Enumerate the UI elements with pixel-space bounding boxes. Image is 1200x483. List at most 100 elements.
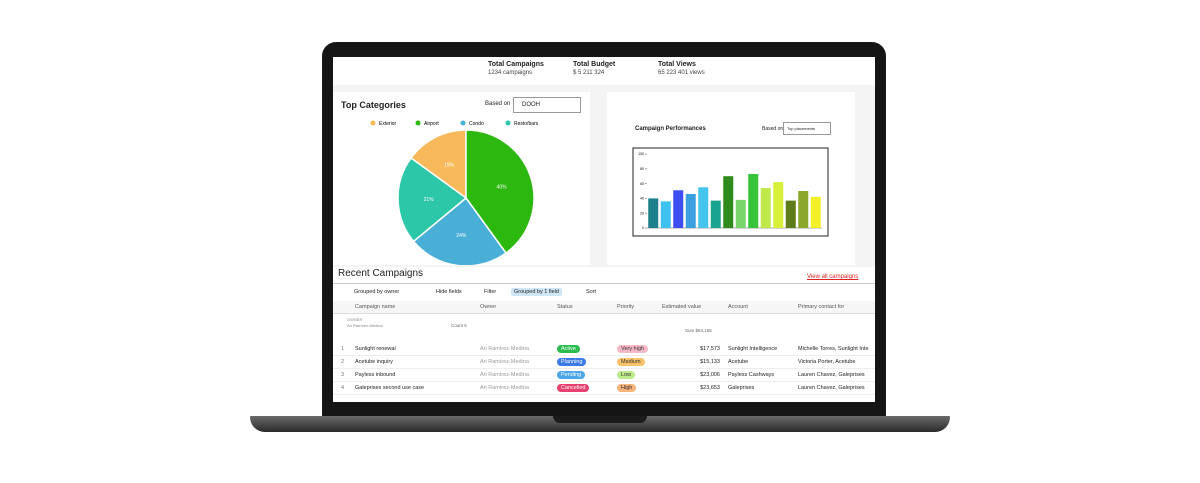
table-cell: Galeprises [728, 385, 755, 391]
legend-label: Resto/bars [514, 121, 539, 127]
bar-chart: 0 20 40 60 80 100 [632, 147, 829, 237]
column-header[interactable]: Campaign name [355, 304, 396, 310]
legend-label: Exterior [379, 121, 397, 127]
table-cell: Acetube [728, 359, 749, 365]
stat-label: Total Campaigns [488, 61, 544, 68]
slice-label: 24% [456, 233, 467, 239]
toolbar: Grouped by owner Hide fields Filter Grouped… [333, 287, 875, 299]
laptop-base [250, 416, 950, 432]
column-header[interactable]: Account [728, 304, 748, 310]
table-row[interactable] [333, 356, 875, 369]
status-pill: Cancelled [557, 384, 590, 392]
toolbar-button[interactable]: Hide fields [436, 289, 462, 295]
priority-pill: High [617, 384, 637, 392]
slice-label: 40% [497, 184, 508, 190]
bar [710, 200, 721, 228]
table-row[interactable] [333, 382, 875, 395]
bar [660, 201, 671, 228]
recent-section: Recent Campaigns View all campaigns Grou… [333, 267, 875, 402]
toolbar-button[interactable]: Sort [586, 289, 597, 295]
stat-value: $ 5 211 324 [573, 70, 605, 76]
stat: Total Budget $ 5 211 324 [573, 61, 615, 76]
column-header[interactable]: Priority [617, 304, 635, 310]
bar [773, 182, 784, 228]
table-cell: Michelle Torres, Sunlight Inte [798, 346, 869, 352]
y-tick-label: 20 [640, 211, 644, 215]
y-tick-label: 60 [640, 182, 644, 186]
table-cell: Lauren Chavez, Galeprises [798, 372, 865, 378]
row-number: 4 [341, 385, 345, 391]
column-header[interactable]: Status [557, 304, 573, 310]
table-cell: Sunlight renewal [355, 346, 396, 352]
y-tick-label: 100 [638, 152, 644, 156]
legend-label: Airport [424, 121, 439, 127]
filter-box[interactable]: Top placements [783, 122, 831, 135]
pie-title: Top Categories [341, 100, 406, 110]
section-title: Recent Campaigns [338, 268, 424, 279]
pie-chart: Exterior Airport Condo Resto/bars 15% 40% 24% 2… [370, 120, 539, 265]
table-cell: Lauren Chavez, Galeprises [798, 385, 865, 391]
based-on: Based on [485, 101, 511, 107]
stat-value: 1234 campaigns [488, 70, 533, 76]
bar [648, 198, 659, 228]
divider [333, 283, 875, 284]
table-cell: Ari Ramírez-Medina [480, 359, 529, 365]
stat-value: 65 223 401 views [658, 70, 705, 76]
table-cell: Ari Ramírez-Medina [480, 385, 529, 391]
toolbar-button[interactable]: Grouped by owner [354, 289, 400, 295]
table-row[interactable] [333, 369, 875, 382]
column-header[interactable]: Estimated value [662, 304, 702, 310]
legend-swatch [460, 120, 466, 126]
bar-panel: Campaign Performances Based on Top place… [607, 92, 855, 265]
toolbar-button[interactable]: Grouped by 1 field [511, 288, 562, 296]
bar [698, 187, 709, 228]
stat: Total Views 65 223 401 views [658, 61, 705, 76]
toolbar-button[interactable]: Filter [484, 289, 497, 295]
table-cell: $17,573 [700, 346, 720, 352]
group-sum: Sum $64,155 [685, 328, 712, 333]
view-all-link[interactable]: View all campaigns [807, 274, 859, 280]
bar [685, 193, 696, 228]
pie-panel: Top Categories Based on DOOH Exterior Air… [333, 92, 590, 265]
priority-pill: Low [617, 371, 636, 379]
table-cell: $23,653 [700, 385, 720, 391]
bar [723, 176, 734, 228]
column-header[interactable]: Owner [480, 304, 497, 310]
slice-label: 21% [424, 197, 435, 203]
row-number: 2 [341, 359, 345, 365]
y-tick-label: 0 [642, 226, 644, 230]
table-row[interactable] [333, 343, 875, 356]
bar [785, 200, 796, 228]
group-label: OWNER [347, 317, 363, 322]
column-header[interactable]: Primary contact for [798, 304, 845, 310]
table-cell: Acetube inquiry [355, 359, 393, 365]
stat: Total Campaigns 1234 campaigns [488, 61, 544, 76]
table-cell: $23,006 [700, 372, 720, 378]
bar [798, 191, 809, 228]
y-tick-label: 80 [640, 167, 644, 171]
bar [748, 173, 759, 228]
stat-label: Total Views [658, 61, 696, 68]
pie-slice [397, 156, 468, 243]
bar [673, 190, 684, 228]
laptop-notch [553, 416, 647, 423]
header-row [333, 301, 875, 314]
status-pill: Planning [557, 358, 587, 366]
pie-slice [409, 129, 467, 200]
status-pill: Active [557, 345, 580, 353]
row-number: 1 [341, 346, 345, 352]
filter-text: DOOH [522, 102, 540, 108]
filter-box[interactable]: DOOH [513, 97, 581, 113]
based-on: Based on [762, 126, 784, 132]
group-name: Ari Ramírez-Medina [347, 323, 383, 328]
legend-swatch [505, 120, 511, 126]
y-tick-label: 40 [640, 197, 644, 201]
filter-text: Top placements [787, 126, 816, 131]
table-cell: $15,133 [700, 359, 720, 365]
table-cell: Ari Ramírez-Medina [480, 372, 529, 378]
table-cell: Sunlight Intelligence [728, 346, 778, 352]
legend-swatch [370, 120, 376, 126]
priority-pill: Medium [617, 358, 645, 366]
table-cell: Victoria Porter, Acetube [798, 359, 856, 365]
